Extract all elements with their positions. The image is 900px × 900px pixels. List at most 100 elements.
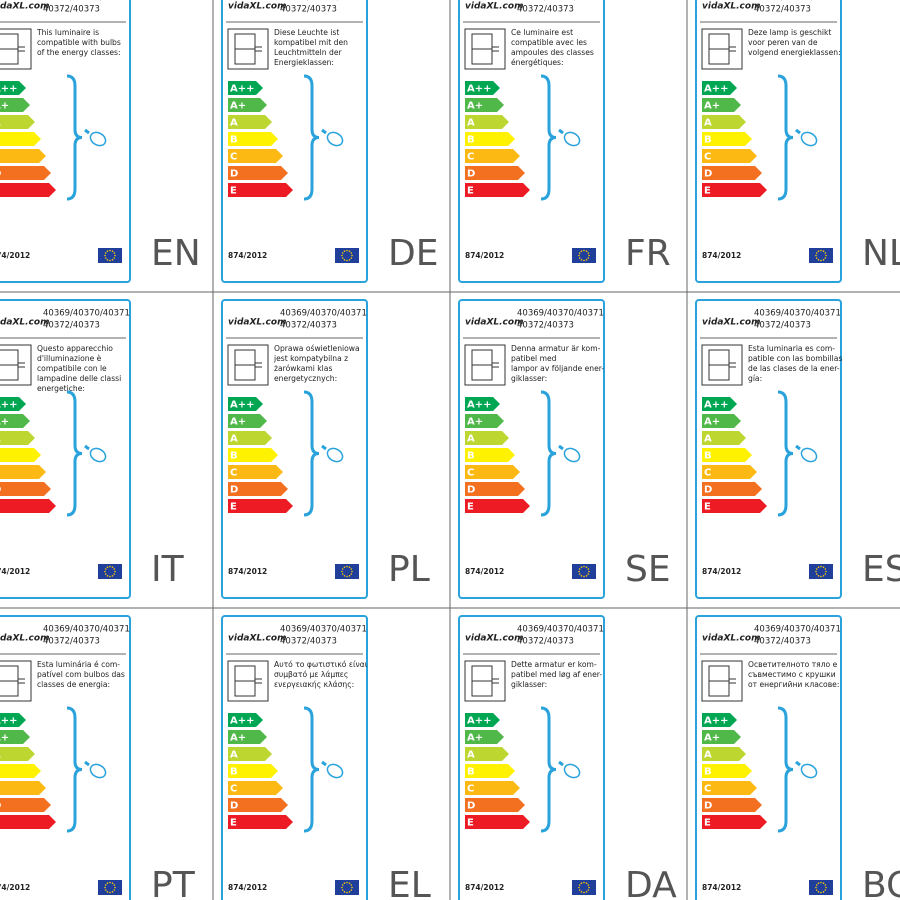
eu-star: [350, 573, 353, 575]
energy-arrow: [228, 482, 288, 496]
eu-star: [824, 884, 827, 886]
energy-arrow: [465, 98, 504, 112]
bulb-base: [795, 444, 801, 451]
energy-class: A++: [704, 84, 729, 95]
eu-flag: [572, 248, 596, 263]
energy-arrow: [702, 414, 741, 428]
bulb-base: [795, 128, 801, 135]
eu-star: [580, 575, 583, 577]
eu-star: [351, 570, 353, 573]
eu-star: [817, 259, 820, 261]
compatibility-text: Esta luminaria es com-: [748, 344, 835, 353]
energy-arrow: [465, 713, 500, 727]
energy-arrow: [702, 149, 757, 163]
energy-class: A: [230, 118, 238, 129]
bulb: [800, 131, 818, 147]
eu-flag: [809, 564, 833, 579]
compatibility-text: gía:: [748, 374, 762, 383]
eu-star: [341, 257, 344, 259]
energy-arrow: [465, 149, 520, 163]
bulb-base: [321, 760, 327, 767]
compatibility-text: kompatibel mit den: [274, 38, 348, 47]
brace: [66, 390, 83, 517]
energy-class: A: [704, 434, 712, 445]
eu-star: [824, 573, 827, 575]
logo: vidaXL.com: [465, 634, 523, 644]
eu-star: [350, 252, 353, 254]
eu-star: [578, 889, 581, 891]
model-number: 40372/40373: [43, 637, 100, 647]
eu-star: [820, 259, 822, 262]
logo: vidaXL.com: [228, 318, 286, 328]
eu-star: [106, 891, 109, 893]
energy-class: A: [230, 750, 238, 761]
brace: [66, 74, 83, 201]
energy-class: B: [467, 767, 475, 778]
model-number: 40372/40373: [517, 321, 574, 331]
eu-star: [350, 884, 353, 886]
eu-star: [817, 882, 820, 884]
logo: vidaXL.com: [0, 2, 49, 12]
energy-arrow: [465, 798, 525, 812]
eu-star: [588, 886, 590, 889]
eu-flag: [809, 880, 833, 895]
energy-arrow: [0, 431, 35, 445]
compatibility-text: żarówkami klas: [274, 364, 332, 373]
model-number: 40369/40370/40371: [280, 309, 367, 319]
eu-star: [346, 565, 348, 568]
eu-star: [341, 254, 343, 257]
bulb: [800, 763, 818, 779]
compatibility-text: съвместимо с крушки: [748, 670, 836, 679]
bulb: [326, 447, 344, 463]
model-number: 40369/40370/40371: [43, 0, 130, 3]
eu-star: [817, 250, 820, 252]
energy-class: A++: [230, 716, 255, 727]
model-number: 40369/40370/40371: [280, 0, 367, 3]
model-number: 40369/40370/40371: [517, 309, 604, 319]
brace: [540, 390, 557, 517]
eu-star: [822, 882, 825, 884]
eu-star: [104, 889, 107, 891]
regulation: 874/2012: [0, 251, 30, 260]
brace: [303, 706, 320, 833]
energy-arrow: [702, 747, 746, 761]
eu-star: [815, 257, 818, 259]
energy-class: C: [230, 468, 237, 479]
energy-class: E: [467, 818, 474, 829]
compatibility-text: Ce luminaire est: [511, 28, 573, 37]
compatibility-text: Αυτό το φωτιστικό είναι: [274, 660, 368, 669]
energy-arrow: [228, 98, 267, 112]
bulb: [800, 447, 818, 463]
energy-arrow: [0, 414, 30, 428]
compatibility-text: Deze lamp is geschikt: [748, 28, 831, 37]
eu-star: [343, 566, 346, 568]
energy-class: A+: [467, 733, 483, 744]
regulation: 874/2012: [465, 251, 504, 260]
eu-flag: [335, 564, 359, 579]
eu-star: [350, 568, 353, 570]
energy-arrow: [228, 397, 263, 411]
eu-star: [822, 250, 825, 252]
energy-class: D: [230, 169, 238, 180]
energy-class: D: [0, 169, 1, 180]
compatibility-text: patibel med: [511, 354, 557, 363]
regulation: 874/2012: [0, 883, 30, 892]
logo: vidaXL.com: [702, 318, 760, 328]
energy-class: D: [704, 485, 712, 496]
bulb: [326, 131, 344, 147]
eu-star: [583, 565, 585, 568]
compatibility-text: lampadine delle classi: [37, 374, 121, 383]
logo: vidaXL.com: [228, 2, 286, 12]
eu-star: [578, 573, 581, 575]
eu-star: [815, 884, 818, 886]
compatibility-text: jest kompatybilna z: [273, 354, 348, 363]
energy-arrow: [465, 465, 520, 479]
model-number: 40372/40373: [280, 321, 337, 331]
energy-arrow: [465, 115, 509, 129]
eu-star: [580, 250, 583, 252]
energy-arrow: [228, 81, 263, 95]
regulation: 874/2012: [228, 883, 267, 892]
compatibility-text: of the energy classes:: [37, 48, 121, 57]
